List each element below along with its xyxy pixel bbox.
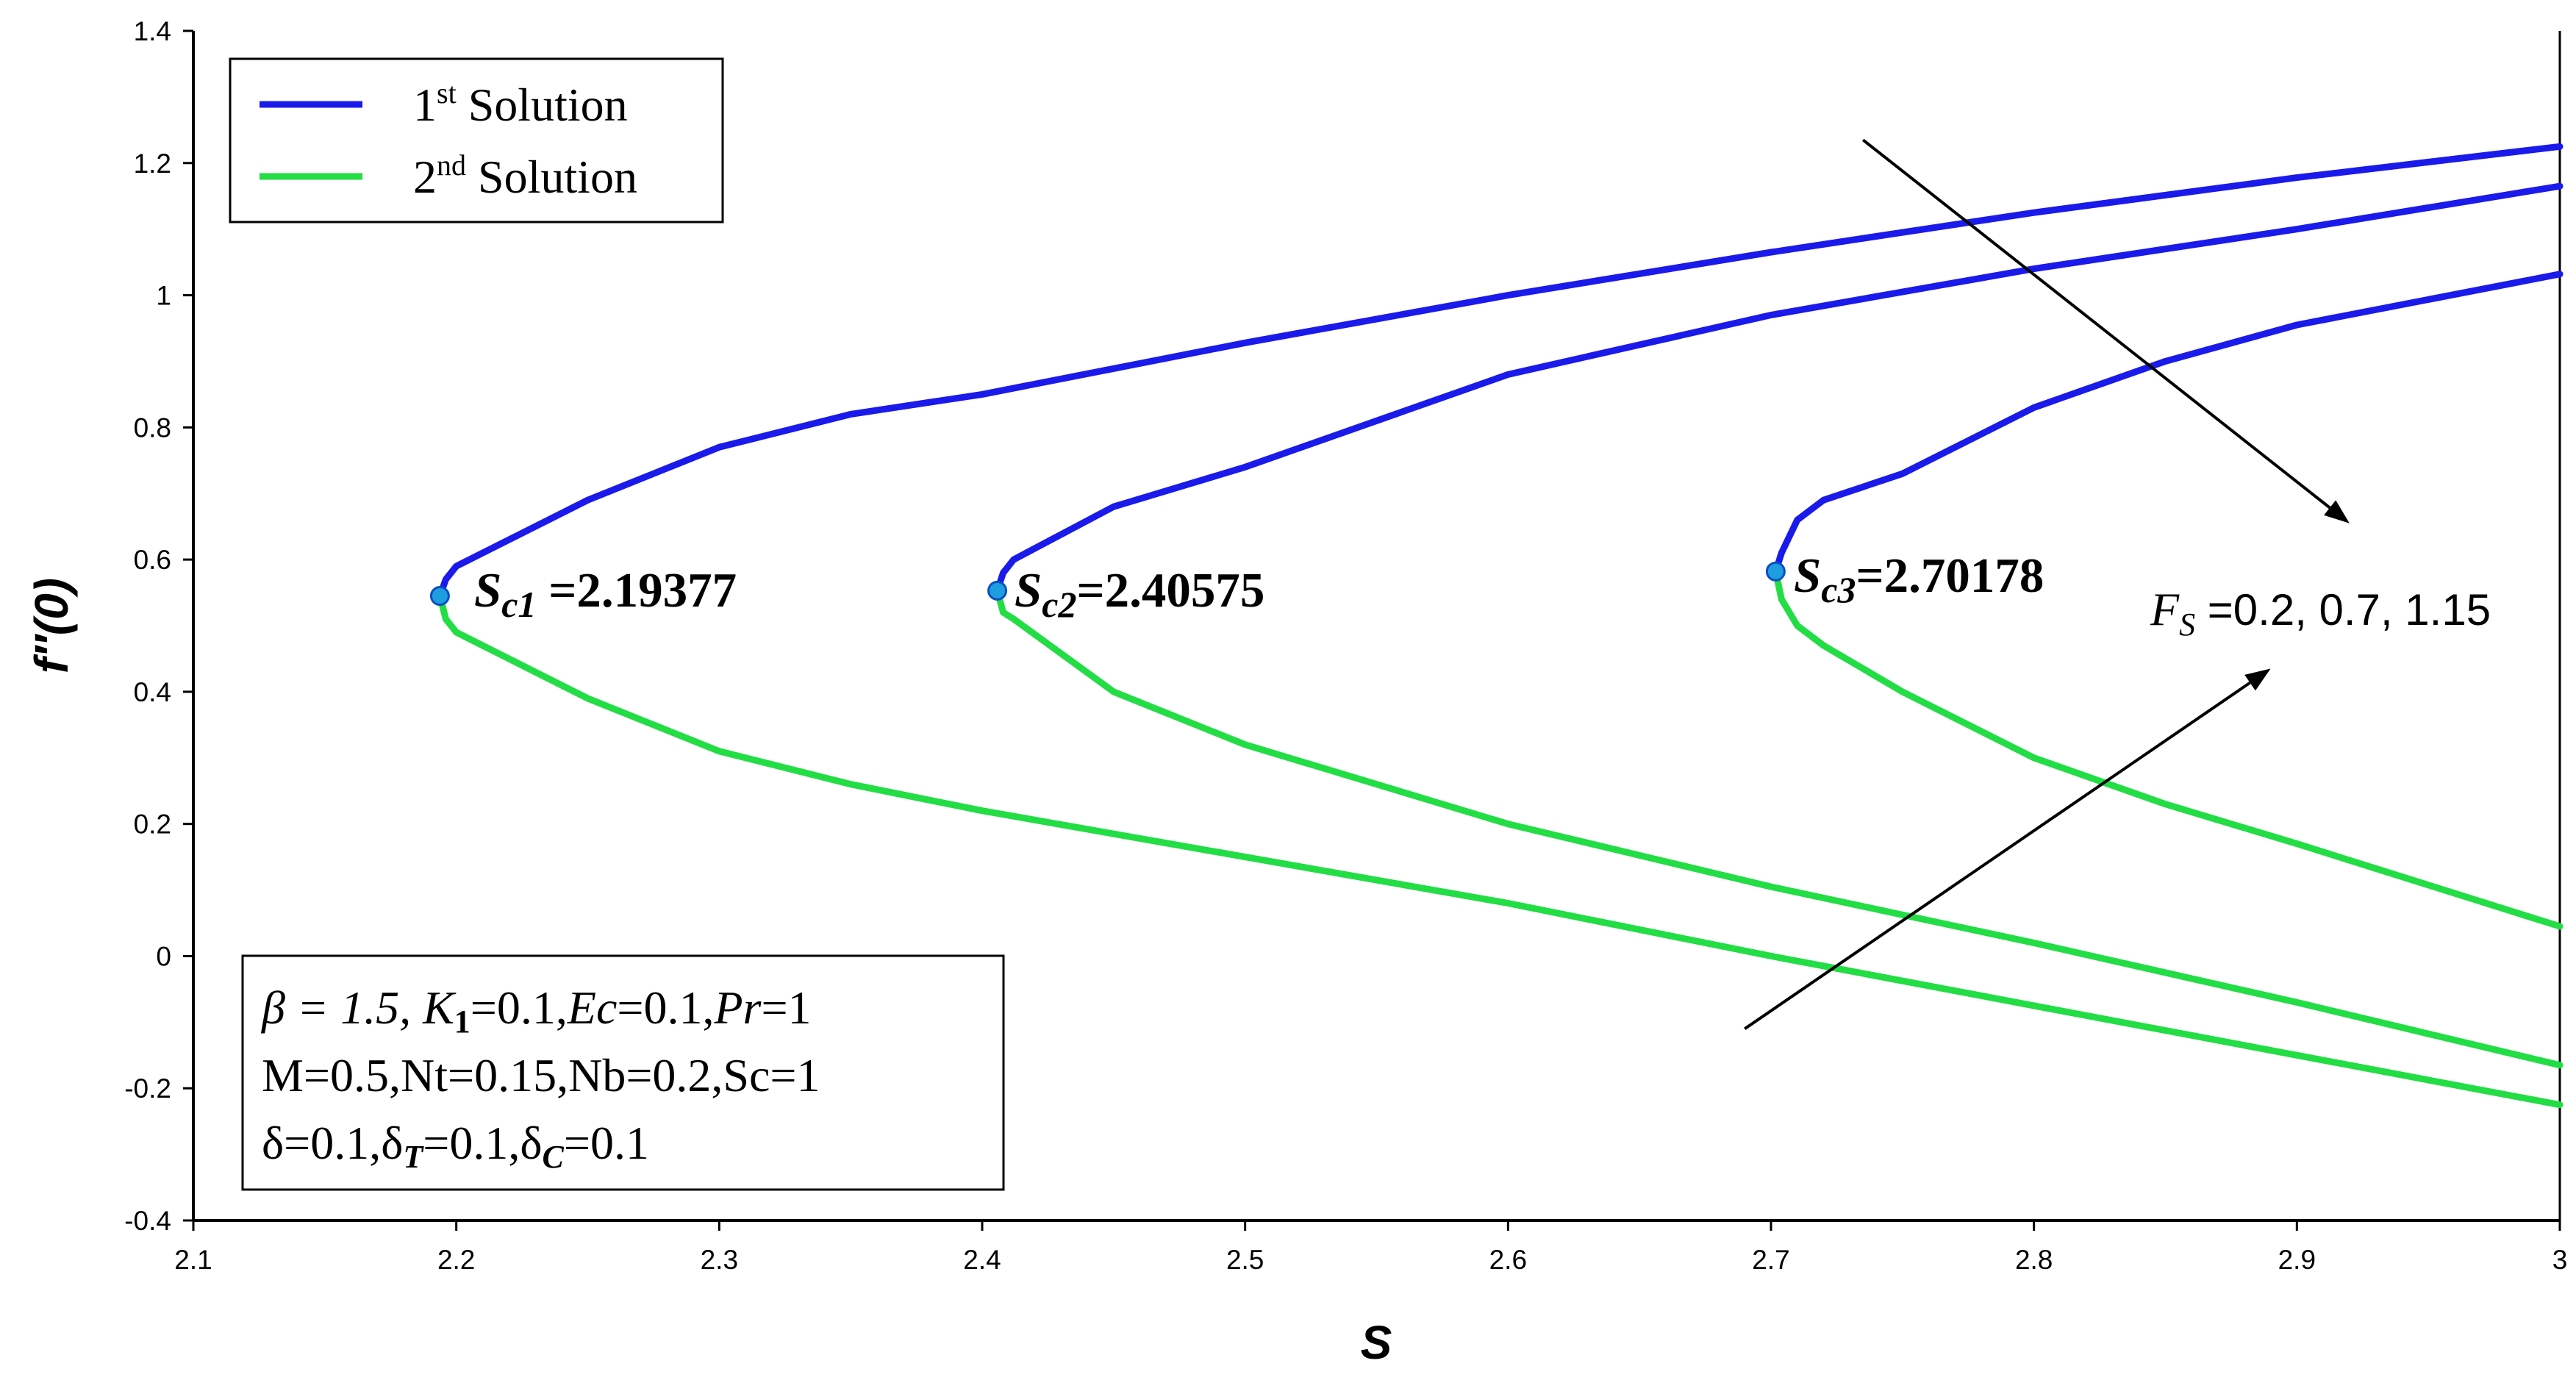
series-line-2nd-fs-0_7 (994, 587, 2564, 1069)
trend-arrow-head-1 (2324, 500, 2350, 523)
series-line-1st-fs-0_2 (436, 143, 2564, 599)
legend-label-1st-solution: 1st Solution (413, 76, 628, 131)
x-axis-title: S (1361, 1316, 1392, 1369)
legend: 1st Solution 2nd Solution (229, 57, 724, 224)
y-tick-label: 0 (156, 941, 171, 971)
trend-arrow-head-2 (2244, 668, 2271, 691)
critical-point-value-1: =2.19377 (536, 563, 737, 618)
critical-point-label-1: Sc1 =2.19377 (474, 563, 737, 625)
critical-point-value-2: =2.40575 (1076, 563, 1264, 618)
y-tick-label: 0.8 (134, 412, 171, 443)
critical-point-sub-3: c3 (1821, 569, 1856, 610)
axis-ticks: 2.1 2.2 2.3 2.4 2.5 2.6 2.7 2.8 2.9 3 -0.4 -0.2 0 0.2… (124, 16, 2567, 1275)
series-line-1st-fs-1_15 (1772, 271, 2564, 575)
legend-1st-rest: Solution (457, 79, 628, 131)
trend-arrow-shaft-1 (1861, 138, 2331, 510)
critical-point-label-2: Sc2=2.40575 (1015, 563, 1264, 625)
x-tick-label: 2.9 (2278, 1245, 2316, 1275)
legend-box (229, 57, 724, 224)
series-layer (436, 143, 2564, 1109)
critical-point-marker-2 (987, 580, 1008, 601)
x-tick-label: 2.5 (1226, 1245, 1264, 1275)
fs-values: =0.2, 0.7, 1.15 (2195, 585, 2491, 634)
y-axis-title: f′′(0) (25, 578, 78, 673)
y-tick-label: -0.2 (124, 1073, 171, 1104)
series-line-2nd-fs-1_15 (1772, 568, 2564, 930)
x-tick-label: 2.4 (963, 1245, 1001, 1275)
series-line-1st-fs-0_7 (994, 182, 2564, 594)
critical-point-label-3: Sc3=2.70178 (1794, 548, 2044, 610)
axes (192, 31, 2561, 1222)
x-tick-label: 3 (2552, 1245, 2568, 1275)
y-tick-label: 1.2 (134, 149, 171, 179)
x-tick-label: 2.2 (437, 1245, 475, 1275)
x-tick-label: 2.7 (1752, 1245, 1789, 1275)
parameter-line-3: δ=0.1,δT=0.1,δC=0.1 (262, 1117, 649, 1175)
legend-2nd-base: 2 (413, 151, 437, 203)
x-tick-label: 2.1 (174, 1245, 212, 1275)
series-line-2nd-fs-0_2 (436, 593, 2564, 1109)
trend-arrow-shaft-2 (1744, 681, 2251, 1030)
legend-1st-sup: st (437, 76, 457, 110)
y-tick-label: 0.2 (134, 809, 171, 840)
parameter-line-2: M=0.5,Nt=0.15,Nb=0.2,Sc=1 (262, 1049, 820, 1101)
parameter-box-frame (241, 954, 1005, 1191)
x-tick-label: 2.3 (701, 1245, 738, 1275)
parameter-line-1: β = 1.5, K1=0.1,Ec=0.1,Pr=1 (260, 982, 812, 1040)
critical-point-sub-2: c2 (1042, 584, 1076, 625)
legend-2nd-rest: Solution (466, 151, 637, 203)
fs-subscript: S (2179, 607, 2195, 643)
trend-arrows (1744, 138, 2350, 1030)
x-tick-label: 2.6 (1489, 1245, 1527, 1275)
parameter-box: β = 1.5, K1=0.1,Ec=0.1,Pr=1 M=0.5,Nt=0.1… (241, 954, 1005, 1191)
fs-annotation: FS =0.2, 0.7, 1.15 (2150, 583, 2491, 643)
critical-point-marker-3 (1765, 561, 1786, 582)
y-tick-label: -0.4 (124, 1206, 171, 1236)
critical-point-sub-1: c1 (501, 584, 536, 625)
legend-2nd-sup: nd (437, 149, 466, 182)
y-tick-label: 1.4 (134, 16, 171, 46)
x-tick-label: 2.8 (2015, 1245, 2053, 1275)
y-tick-label: 0.6 (134, 545, 171, 575)
critical-point-value-3: =2.70178 (1856, 548, 2044, 603)
legend-1st-base: 1 (413, 79, 437, 131)
legend-label-2nd-solution: 2nd Solution (413, 149, 637, 203)
critical-point-markers (429, 561, 1786, 607)
y-tick-label: 0.4 (134, 677, 171, 707)
critical-point-marker-1 (429, 586, 450, 607)
y-tick-label: 1 (156, 281, 171, 311)
